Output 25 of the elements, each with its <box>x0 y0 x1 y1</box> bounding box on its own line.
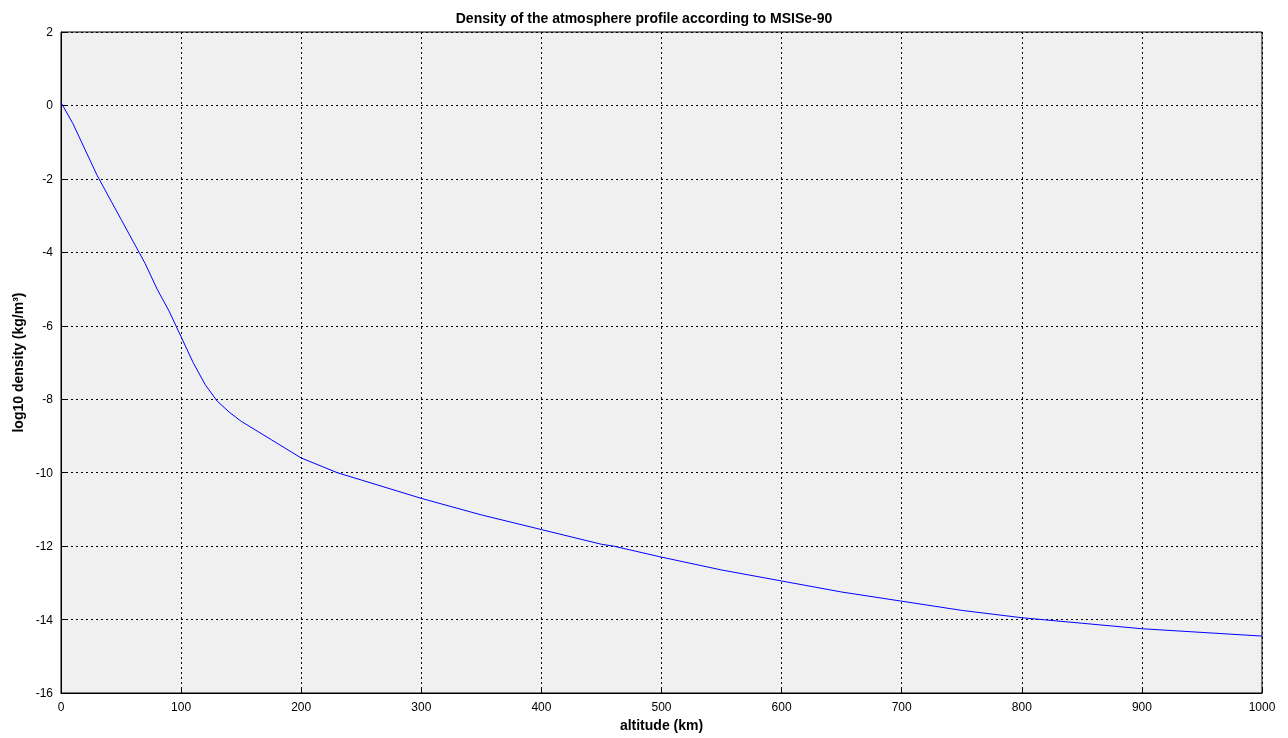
x-tick-label: 100 <box>171 700 192 714</box>
x-axis-title: altitude (km) <box>619 716 704 733</box>
x-tick-label: 900 <box>1131 700 1153 714</box>
y-tick-label: -6 <box>42 318 54 333</box>
y-tick-label: 2 <box>46 25 54 39</box>
x-tick-label: 0 <box>57 700 65 714</box>
y-axis-title: log10 density (kg/m³) <box>9 292 26 433</box>
x-tick-label: 600 <box>771 700 792 714</box>
x-tick-label: 300 <box>411 700 432 714</box>
x-tick-label: 400 <box>531 700 552 714</box>
line-series <box>60 102 1263 637</box>
y-tick-label: 0 <box>46 98 54 113</box>
x-tick-label: 700 <box>891 700 913 714</box>
y-tick-label: -4 <box>42 245 54 260</box>
y-tick-label: -16 <box>35 686 54 700</box>
chart-title: Density of the atmosphere profile according to MSISe-90 <box>455 10 833 26</box>
x-tick-label: 1000 <box>1248 700 1276 714</box>
y-tick-label: -10 <box>35 465 54 480</box>
x-tick-label: 200 <box>291 700 312 714</box>
y-tick-label: -12 <box>35 539 54 554</box>
x-tick-label: 800 <box>1011 700 1033 714</box>
y-tick-label: -8 <box>42 392 54 407</box>
y-tick-label: -2 <box>42 171 54 186</box>
x-tick-label: 500 <box>651 700 672 714</box>
y-tick-label: -14 <box>35 612 54 627</box>
